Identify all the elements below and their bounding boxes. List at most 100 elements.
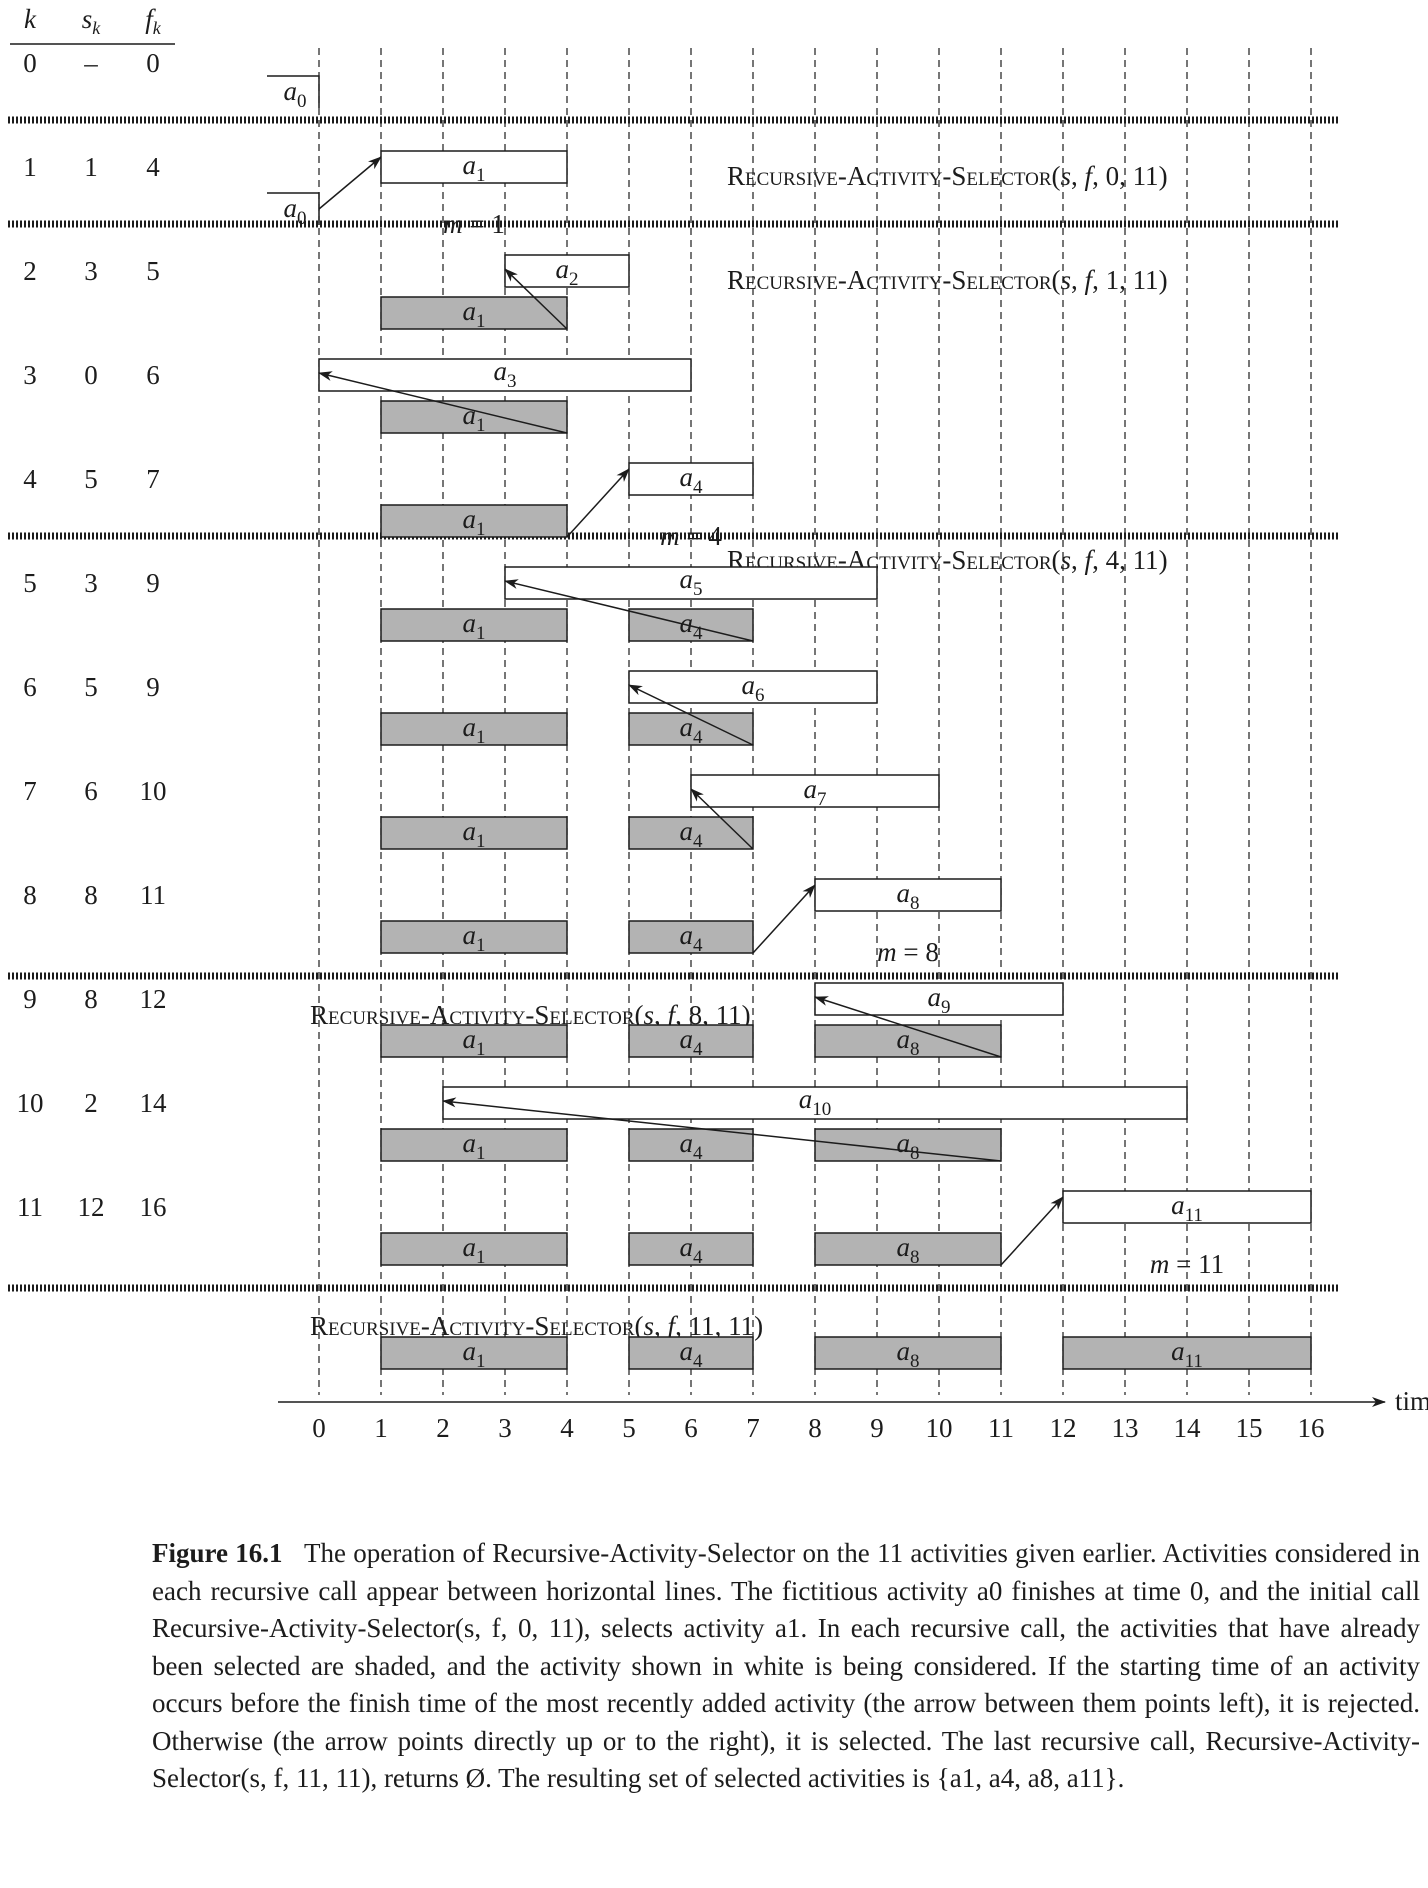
considered-label-a4: a4 [680, 462, 704, 498]
considered-label-a0: a0 [284, 76, 307, 112]
table-cell-r6-c1: 5 [84, 672, 98, 702]
selected-activity-a4 [628, 712, 754, 746]
tick-label-13: 13 [1112, 1413, 1139, 1443]
m-label-row-4: m = 4 [660, 521, 722, 551]
tick-label-8: 8 [808, 1413, 822, 1443]
selected-activity-a1 [380, 1336, 568, 1370]
selected-label-a1: a1 [463, 1232, 486, 1268]
considered-label-a8: a8 [897, 878, 920, 914]
selected-activity-a4 [628, 920, 754, 954]
selected-activity-a11 [1062, 1336, 1312, 1370]
selected-activity-a4 [628, 1128, 754, 1162]
tick-label-6: 6 [684, 1413, 698, 1443]
selected-activity-a8 [814, 1336, 1002, 1370]
selected-activity-a1 [380, 920, 568, 954]
considered-label-a5: a5 [680, 564, 703, 600]
tick-label-16: 16 [1298, 1413, 1325, 1443]
selected-label-a1: a1 [463, 1024, 486, 1060]
table-cell-r2-c2: 5 [146, 256, 160, 286]
selected-label-a1: a1 [463, 920, 486, 956]
selected-activity-a1 [380, 1024, 568, 1058]
arrow-a11 [1000, 1196, 1064, 1266]
table-cell-r7-c1: 6 [84, 776, 98, 806]
table-cell-r4-c2: 7 [146, 464, 160, 494]
table-cell-r11-c0: 11 [17, 1192, 43, 1222]
considered-label-a10: a10 [799, 1084, 832, 1120]
selected-label-a4: a4 [680, 1232, 704, 1268]
selected-label-a11: a11 [1171, 1336, 1203, 1372]
selected-label-a8: a8 [897, 1336, 920, 1372]
table-header-1: sk [82, 4, 102, 38]
selected-activity-a1 [380, 712, 568, 746]
table-cell-r7-c0: 7 [23, 776, 37, 806]
selected-activity-a4 [628, 1336, 754, 1370]
selected-label-a1: a1 [463, 400, 486, 436]
table-cell-r1-c1: 1 [84, 152, 98, 182]
selected-label-a1: a1 [463, 1128, 486, 1164]
selected-activity-a1 [380, 1128, 568, 1162]
arrow-a2 [504, 268, 568, 330]
considered-activity-a0 [267, 75, 320, 108]
table-header-0: k [24, 4, 37, 34]
table-cell-r5-c2: 9 [146, 568, 160, 598]
table-cell-r1-c0: 1 [23, 152, 37, 182]
table-cell-r0-c2: 0 [146, 48, 160, 78]
table-cell-r7-c2: 10 [140, 776, 167, 806]
selected-activity-a1 [380, 504, 568, 538]
selected-activity-a1 [380, 1232, 568, 1266]
table-cell-r9-c1: 8 [84, 984, 98, 1014]
considered-activity-a8 [814, 878, 1002, 912]
selected-label-a1: a1 [463, 816, 486, 852]
tick-label-9: 9 [870, 1413, 884, 1443]
previous-label-a0: a0 [284, 193, 307, 229]
caption-text: The operation of Recursive-Activity-Sele… [152, 1538, 1420, 1793]
selected-activity-a1 [380, 816, 568, 850]
tick-label-11: 11 [988, 1413, 1014, 1443]
table-cell-r3-c0: 3 [23, 360, 37, 390]
considered-activity-a11 [1062, 1190, 1312, 1224]
selected-label-a4: a4 [680, 816, 704, 852]
selected-label-a1: a1 [463, 296, 486, 332]
table-cell-r3-c1: 0 [84, 360, 98, 390]
tick-label-1: 1 [374, 1413, 388, 1443]
selected-label-a8: a8 [897, 1232, 920, 1268]
considered-activity-a2 [504, 254, 630, 288]
arrow-a3 [318, 371, 568, 434]
table-cell-r4-c0: 4 [23, 464, 37, 494]
selected-activity-a4 [628, 1024, 754, 1058]
table-cell-r0-c0: 0 [23, 48, 37, 78]
selected-activity-a8 [814, 1024, 1002, 1058]
tick-label-2: 2 [436, 1413, 450, 1443]
considered-label-a7: a7 [804, 774, 827, 810]
tick-label-0: 0 [312, 1413, 326, 1443]
considered-label-a2: a2 [556, 254, 579, 290]
selected-label-a4: a4 [680, 712, 704, 748]
tick-label-5: 5 [622, 1413, 636, 1443]
considered-activity-a7 [690, 774, 940, 808]
table-cell-r10-c0: 10 [17, 1088, 44, 1118]
m-label-row-8: m = 8 [877, 937, 939, 967]
selected-activity-a1 [380, 400, 568, 434]
caption-label: Figure 16.1 [152, 1538, 283, 1568]
tick-label-15: 15 [1236, 1413, 1263, 1443]
table-cell-r11-c2: 16 [140, 1192, 167, 1222]
table-cell-r9-c0: 9 [23, 984, 37, 1014]
table-cell-r5-c1: 3 [84, 568, 98, 598]
table-cell-r2-c1: 3 [84, 256, 98, 286]
considered-label-a6: a6 [742, 670, 765, 706]
table-cell-r8-c1: 8 [84, 880, 98, 910]
arrow-a4 [566, 468, 630, 538]
table-cell-r9-c2: 12 [140, 984, 167, 1014]
tick-label-4: 4 [560, 1413, 574, 1443]
selected-activity-a1 [380, 608, 568, 642]
table-cell-r6-c2: 9 [146, 672, 160, 702]
table-cell-r2-c0: 2 [23, 256, 37, 286]
considered-label-a9: a9 [928, 982, 951, 1018]
table-cell-r1-c2: 4 [146, 152, 160, 182]
selected-label-a4: a4 [680, 1128, 704, 1164]
considered-activity-a6 [628, 670, 878, 704]
arrow-a7 [690, 788, 754, 850]
selected-label-a4: a4 [680, 1336, 704, 1372]
table-cell-r8-c0: 8 [23, 880, 37, 910]
arrow-a5 [504, 579, 754, 642]
